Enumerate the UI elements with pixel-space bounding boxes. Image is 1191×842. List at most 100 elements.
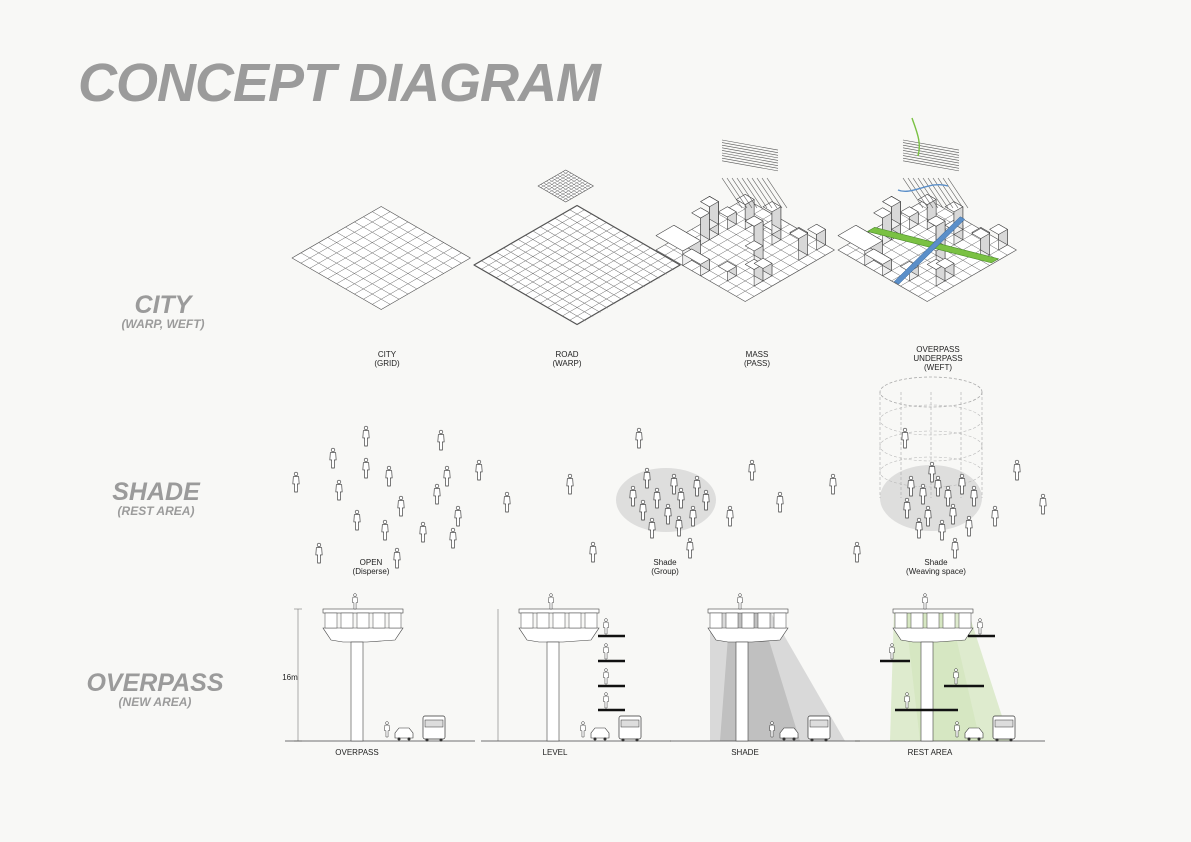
person-head [456, 506, 460, 510]
deck-girder [389, 613, 401, 628]
person-body [749, 465, 755, 480]
person-body [444, 471, 450, 486]
person-head [739, 594, 742, 597]
person-icon [353, 594, 358, 609]
person-body [363, 431, 369, 446]
person-head [855, 542, 859, 546]
person-head [940, 520, 944, 524]
weft-lines [752, 178, 772, 208]
person-head [967, 516, 971, 520]
person-head [364, 458, 368, 462]
warp-lines [903, 156, 959, 166]
city-grid-diagram [292, 207, 470, 310]
person-body [939, 525, 945, 540]
person-head [568, 474, 572, 478]
person-icon [549, 594, 554, 609]
person-head [960, 474, 964, 478]
person-body [504, 497, 510, 512]
person-head [1041, 494, 1045, 498]
person-head [956, 722, 959, 725]
truck-wheel [996, 739, 999, 742]
person-head [383, 520, 387, 524]
person-icon [336, 480, 342, 500]
person-icon [581, 722, 586, 737]
overpass-sections-diagram [285, 594, 1045, 742]
person-body [354, 515, 360, 530]
person-head [921, 484, 925, 488]
truck-wheel [1010, 739, 1013, 742]
person-head [550, 594, 553, 597]
deck-girder [357, 613, 369, 628]
person-body [604, 672, 609, 684]
person-body [604, 647, 609, 659]
pier-cap [893, 628, 973, 642]
truck-wheel [636, 739, 639, 742]
truck-wheel [426, 739, 429, 742]
person-head [1015, 460, 1019, 464]
person-head [993, 506, 997, 510]
overpass-underpass-diagram [838, 118, 1016, 302]
person-head [631, 486, 635, 490]
person-head [903, 428, 907, 432]
truck-wheel [825, 739, 828, 742]
deck-girder [325, 613, 337, 628]
person-head [354, 594, 357, 597]
pier-column [351, 642, 363, 741]
person-body [923, 597, 928, 609]
warp-lines [722, 140, 778, 150]
person-body [330, 453, 336, 468]
road-warp-diagram [474, 170, 680, 325]
person-head [387, 466, 391, 470]
person-head [666, 504, 670, 508]
person-head [421, 522, 425, 526]
person-body [386, 471, 392, 486]
person-icon [636, 428, 642, 448]
pier-column [921, 642, 933, 741]
person-body [353, 597, 358, 609]
person-body [385, 725, 390, 737]
car-icon [591, 728, 609, 738]
person-icon [992, 506, 998, 526]
car-wheel [978, 738, 981, 741]
person-head [955, 669, 958, 672]
person-head [771, 722, 774, 725]
person-icon [316, 543, 322, 563]
deck-girder [943, 613, 955, 628]
truck-icon [993, 716, 1015, 739]
person-head [728, 506, 732, 510]
person-head [677, 516, 681, 520]
person-head [909, 476, 913, 480]
person-icon [330, 448, 336, 468]
person-head [655, 488, 659, 492]
warp-lines [903, 148, 959, 158]
deck-girder [959, 613, 971, 628]
person-icon [504, 492, 510, 512]
weft-lines [722, 178, 742, 208]
person-head [451, 528, 455, 532]
person-icon [567, 474, 573, 494]
person-head [294, 472, 298, 476]
person-icon [854, 542, 860, 562]
car-icon [395, 728, 413, 738]
deck-girder [553, 613, 565, 628]
person-body [316, 548, 322, 563]
person-head [936, 476, 940, 480]
mass-pass-diagram [656, 140, 834, 302]
person-head [750, 460, 754, 464]
deck-girder [911, 613, 923, 628]
person-body [567, 479, 573, 494]
deck-girder [373, 613, 385, 628]
deck-girder [569, 613, 581, 628]
person-icon [450, 528, 456, 548]
deck-girder [710, 613, 722, 628]
person-body [687, 543, 693, 558]
deck-girder [585, 613, 597, 628]
person-icon [444, 466, 450, 486]
person-icon [398, 496, 404, 516]
person-body [438, 435, 444, 450]
weft-lines [757, 178, 777, 208]
deck-girder [742, 613, 754, 628]
person-icon [394, 548, 400, 568]
person-body [902, 433, 908, 448]
pier-cap [519, 628, 599, 642]
